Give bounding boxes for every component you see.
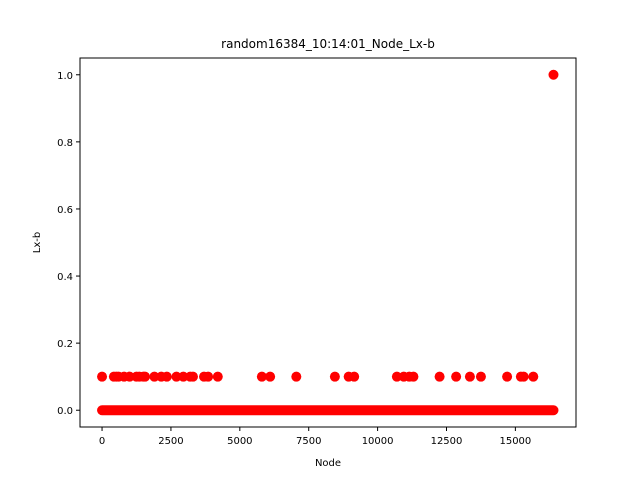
- y-tick-label: 0.4: [57, 272, 73, 283]
- data-point: [434, 371, 445, 382]
- x-tick-label: 7500: [296, 436, 321, 447]
- plot-area: [80, 58, 576, 427]
- x-axis-ticks: 0 2500 5000 7500 10000 12500 15000: [99, 427, 531, 447]
- y-tick-label: 0.6: [57, 205, 73, 216]
- data-point: [171, 371, 182, 382]
- data-point: [408, 371, 419, 382]
- chart-title: random16384_10:14:01_Node_Lx-b: [221, 37, 435, 51]
- data-point: [391, 371, 402, 382]
- data-point: [97, 371, 108, 382]
- data-point: [475, 371, 486, 382]
- y-tick-label: 0.8: [57, 138, 73, 149]
- data-point: [212, 371, 223, 382]
- data-point: [548, 69, 559, 80]
- baseline-markers: [97, 405, 559, 416]
- x-tick-label: 15000: [499, 436, 531, 447]
- data-point: [187, 371, 198, 382]
- x-tick-label: 0: [99, 436, 105, 447]
- data-point: [161, 371, 172, 382]
- data-point: [203, 371, 214, 382]
- y-axis-label: Lx-b: [32, 232, 43, 253]
- data-point: [464, 371, 475, 382]
- data-point: [140, 371, 151, 382]
- data-point: [149, 371, 160, 382]
- y-tick-label: 1.0: [57, 71, 73, 82]
- data-point: [256, 371, 267, 382]
- x-tick-label: 2500: [158, 436, 183, 447]
- x-tick-label: 12500: [431, 436, 463, 447]
- x-axis-label: Node: [315, 458, 341, 469]
- baseline-marker-band: [97, 405, 559, 416]
- data-point: [502, 371, 513, 382]
- data-point: [329, 371, 340, 382]
- y-tick-label: 0.0: [57, 406, 73, 417]
- data-point: [291, 371, 302, 382]
- data-point: [265, 371, 276, 382]
- data-point: [124, 371, 135, 382]
- data-point: [528, 371, 539, 382]
- plot-frame: [79, 57, 577, 428]
- y-axis-ticks: 0.0 0.2 0.4 0.6 0.8 1.0: [57, 71, 80, 417]
- data-point: [451, 371, 462, 382]
- data-point: [178, 371, 189, 382]
- y-tick-label: 0.2: [57, 339, 73, 350]
- data-point: [349, 371, 360, 382]
- data-point: [518, 371, 529, 382]
- x-tick-label: 5000: [227, 436, 252, 447]
- x-tick-label: 10000: [362, 436, 394, 447]
- data-points: [97, 69, 559, 382]
